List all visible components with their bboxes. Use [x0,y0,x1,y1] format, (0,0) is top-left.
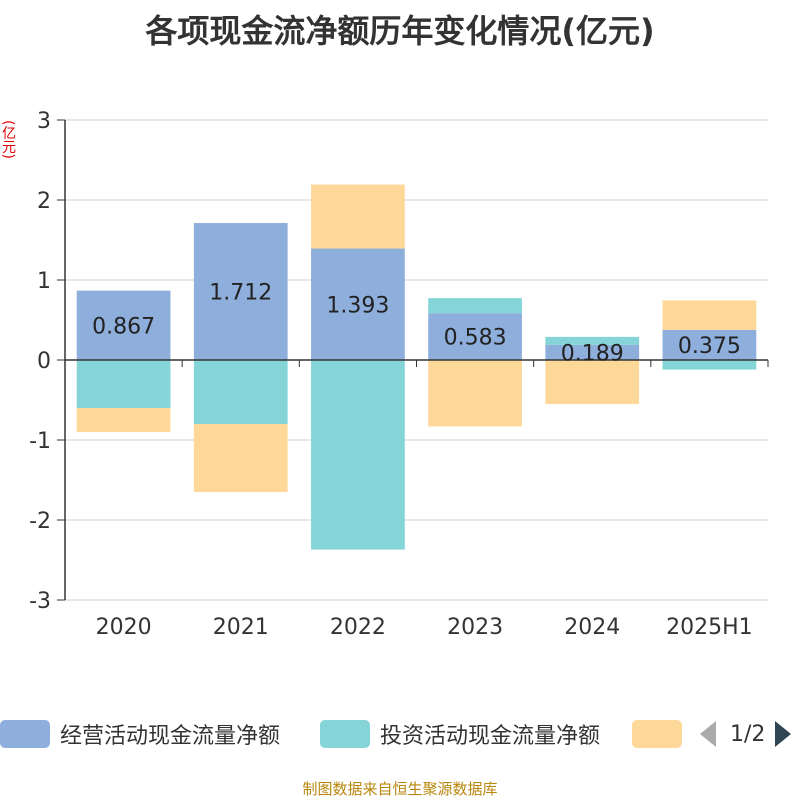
data-source-note: 制图数据来自恒生聚源数据库 [302,780,498,798]
legend-pager: 1/2 [700,716,792,752]
x-tick-label-2025H1: 2025H1 [666,615,753,640]
bar-series1-2023 [428,298,522,314]
bar-series2-2022 [311,184,405,249]
y-axis-unit-label: (亿元) [0,120,16,159]
y-tick-label: 2 [37,189,51,214]
data-label-2020: 0.867 [92,314,155,339]
data-label-2022: 1.393 [326,293,389,318]
bar-series1-2021 [193,360,288,424]
bar-series0-2020 [76,290,171,360]
x-tick-label-2022: 2022 [330,615,386,640]
legend: 经营活动现金流量净额 投资活动现金流量净额 1/2 [0,716,800,752]
legend-item-financing[interactable] [632,716,692,752]
data-label-2021: 1.712 [209,281,272,306]
y-tick-label: -3 [29,589,51,614]
y-tick-label: -2 [29,509,51,534]
legend-label-operating: 经营活动现金流量净额 [60,724,281,749]
grid-layer [65,119,768,601]
legend-swatch-investing [320,720,370,748]
legend-label-investing: 投资活动现金流量净额 [380,724,601,749]
bar-series0-2024 [545,344,640,360]
legend-page-indicator: 1/2 [730,721,766,747]
bar-series0-2022 [311,248,405,360]
bar-series2-2021 [193,424,288,492]
x-tick-label-2020: 2020 [96,615,152,640]
x-tick-label-2021: 2021 [213,615,269,640]
legend-item-investing[interactable]: 投资活动现金流量净额 [320,716,600,752]
x-tick-label-2024: 2024 [564,615,620,640]
y-tick-label: 1 [37,269,51,294]
legend-prev-page-icon[interactable] [700,721,716,747]
y-tick-label: 0 [37,349,51,374]
legend-next-page-icon[interactable] [775,721,792,747]
bar-series0-2023 [428,313,522,360]
data-label-2024: 0.189 [561,341,624,366]
bar-series2-2020 [76,408,171,432]
data-label-2025H1: 0.375 [678,334,741,359]
bar-series2-2024 [545,360,640,404]
bar-series1-2024 [545,336,640,345]
bar-series1-2020 [76,360,171,408]
bar-series2-2023 [428,360,522,427]
bar-series0-2021 [193,223,288,360]
y-tick-label: -1 [29,429,51,454]
legend-item-operating[interactable]: 经营活动现金流量净额 [0,716,280,752]
data-label-2023: 0.583 [444,326,507,351]
y-tick-label: 3 [37,109,51,134]
labels-layer: 0.867 1.712 1.393 0.583 0.189 0.375 [92,281,741,367]
legend-swatch-operating [0,720,50,748]
x-tick-label-2023: 2023 [447,615,503,640]
cashflow-bar-chart: 3 2 1 0 -1 -2 -3 2020 2021 2022 2023 2024 2025H1 0.8… [29,109,769,640]
axis-layer: 3 2 1 0 -1 -2 -3 2020 2021 2022 2023 2024 2025H1 [29,109,769,640]
chart-title: 各项现金流净额历年变化情况(亿元) [145,12,655,50]
bar-series0-2025H1 [662,330,757,360]
bar-series2-2025H1 [662,300,757,330]
legend-swatch-financing [632,720,682,748]
bars-layer [76,184,757,550]
bar-series1-2025H1 [662,360,757,370]
bar-series1-2022 [311,360,405,550]
